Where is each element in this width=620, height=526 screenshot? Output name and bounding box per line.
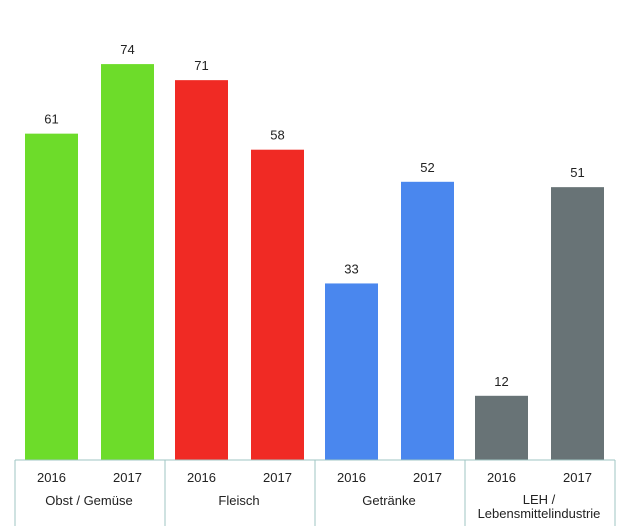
group-label-leh-lebensmittelindustrie-line-2: Lebensmittelindustrie <box>478 506 601 521</box>
tick-label-leh-lebensmittelindustrie-2017: 2017 <box>563 470 592 485</box>
bar-leh-lebensmittelindustrie-2017 <box>551 187 604 460</box>
value-label-leh-lebensmittelindustrie-2016: 12 <box>494 374 508 389</box>
group-label-obst-gem-se: Obst / Gemüse <box>45 493 132 508</box>
bar-obst-gem-se-2017 <box>101 64 154 460</box>
group-label-leh-lebensmittelindustrie-line-1: LEH / <box>523 492 556 507</box>
value-label-getr-nke-2016: 33 <box>344 261 358 276</box>
group-label-getr-nke: Getränke <box>362 493 415 508</box>
tick-label-fleisch-2016: 2016 <box>187 470 216 485</box>
value-label-obst-gem-se-2016: 61 <box>44 112 58 127</box>
tick-label-getr-nke-2017: 2017 <box>413 470 442 485</box>
value-label-fleisch-2017: 58 <box>270 128 284 143</box>
tick-label-fleisch-2017: 2017 <box>263 470 292 485</box>
bar-obst-gem-se-2016 <box>25 133 78 460</box>
bar-leh-lebensmittelindustrie-2016 <box>475 395 528 460</box>
bar-getr-nke-2016 <box>325 283 378 460</box>
value-label-leh-lebensmittelindustrie-2017: 51 <box>570 165 584 180</box>
bar-fleisch-2016 <box>175 80 228 461</box>
value-label-obst-gem-se-2017: 74 <box>120 42 134 57</box>
group-label-fleisch: Fleisch <box>218 493 259 508</box>
tick-label-getr-nke-2016: 2016 <box>337 470 366 485</box>
value-label-getr-nke-2017: 52 <box>420 160 434 175</box>
tick-label-obst-gem-se-2017: 2017 <box>113 470 142 485</box>
bars-layer: 61 74 71 58 33 52 12 51 <box>25 42 604 461</box>
value-label-fleisch-2016: 71 <box>194 58 208 73</box>
tick-label-leh-lebensmittelindustrie-2016: 2016 <box>487 470 516 485</box>
tick-label-obst-gem-se-2016: 2016 <box>37 470 66 485</box>
bar-fleisch-2017 <box>251 149 304 460</box>
bar-getr-nke-2017 <box>401 181 454 461</box>
